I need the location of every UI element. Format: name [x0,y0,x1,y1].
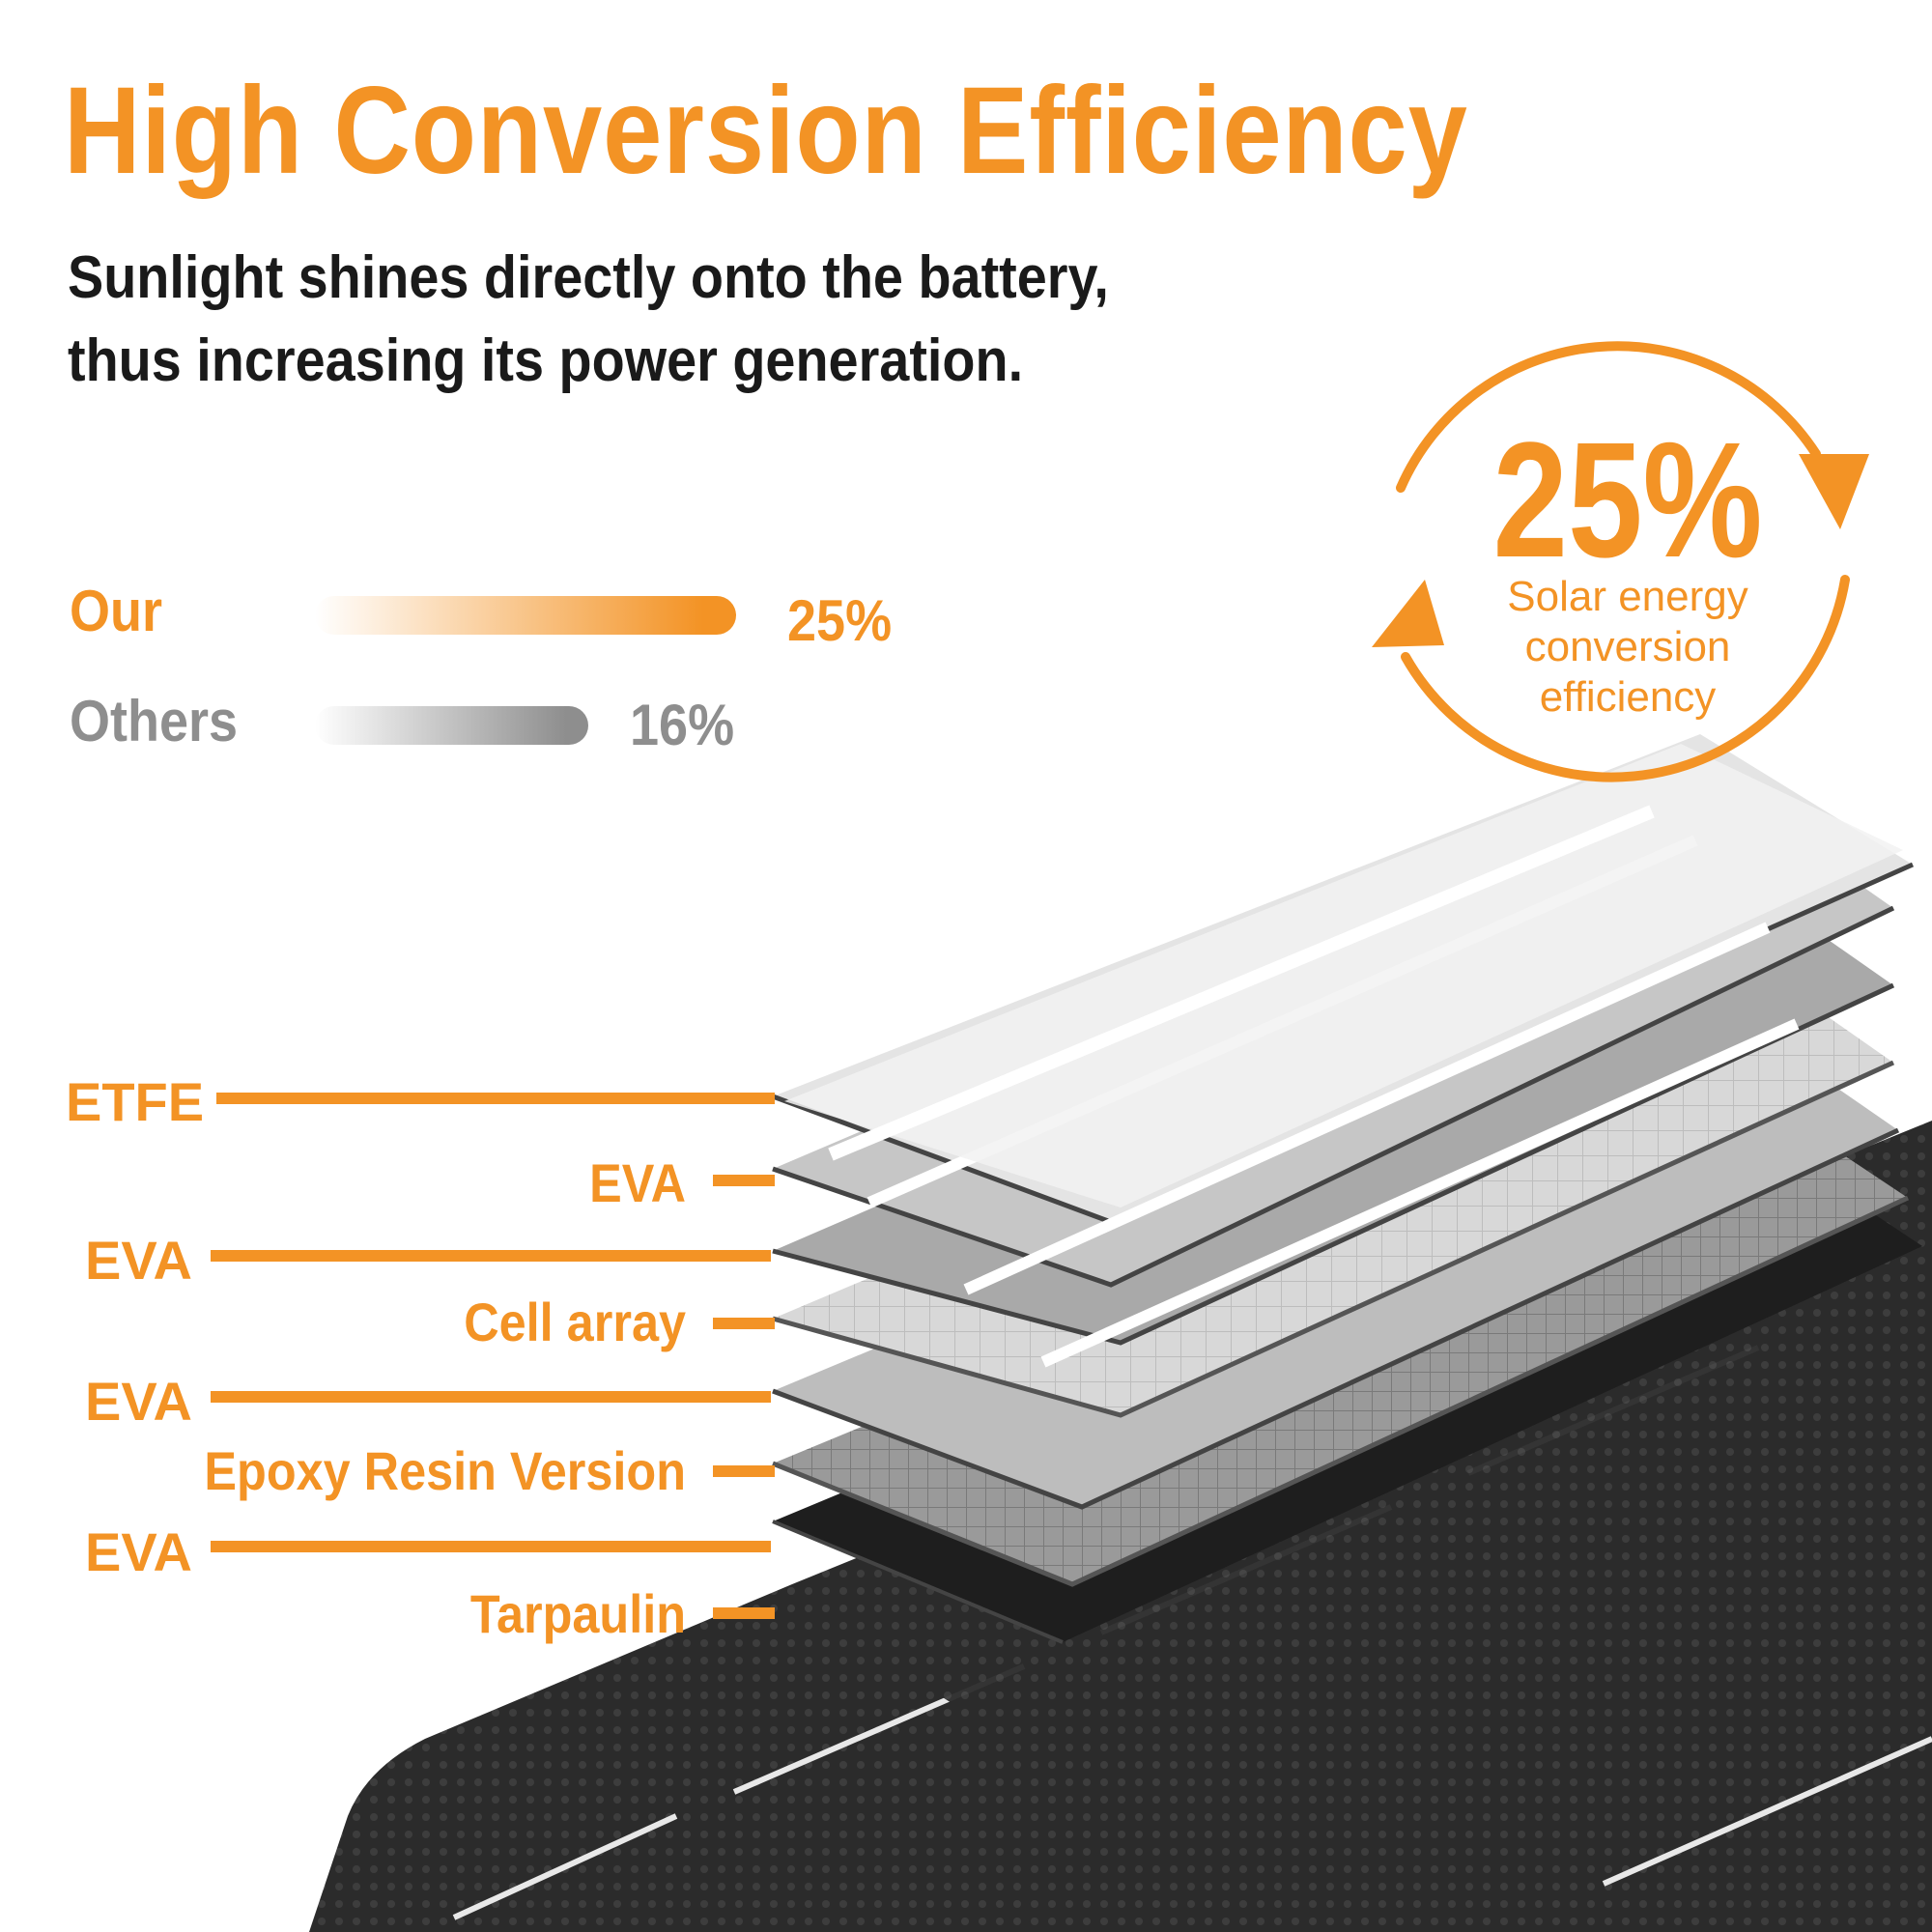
badge-value: 25% [1492,409,1763,592]
layer-label-eva-2: EVA [85,1230,192,1291]
layer-label-tarpaulin: Tarpaulin [469,1583,686,1644]
layer-label-etfe: ETFE [66,1071,205,1132]
page-title: High Conversion Efficiency [64,62,1468,200]
badge-arrowhead-right [1799,454,1869,529]
others-value: 16% [630,693,735,757]
leader-line-eva-2 [211,1250,771,1262]
badge-arrowhead-left [1372,580,1444,647]
layer-label-epoxy-resin: Epoxy Resin Version [204,1440,686,1501]
leader-line-epoxy-resin [713,1465,775,1477]
top-sheet [784,744,1903,1208]
leader-line-eva-3 [211,1391,771,1403]
our-label: Our [70,579,163,643]
others-efficiency-bar [315,706,588,745]
leader-line-eva-4 [211,1541,771,1552]
badge-arrows [1396,341,1850,782]
leader-line-tarpaulin [713,1607,775,1619]
leader-line-etfe [216,1093,775,1104]
our-efficiency-bar [315,596,736,635]
subtitle-line-1: Sunlight shines directly onto the batter… [68,244,1109,311]
leader-line-cell-array [713,1318,775,1329]
badge-caption: Solar energy conversion efficiency [1507,573,1748,721]
others-label: Others [70,689,239,753]
leader-line-eva-1 [713,1175,775,1186]
layer-label-cell-array: Cell array [464,1292,686,1352]
layer-label-eva-4: EVA [85,1521,192,1582]
subtitle-line-2: thus increasing its power generation. [68,327,1024,394]
layer-label-eva-3: EVA [85,1371,192,1432]
layer-label-eva-1: EVA [589,1152,686,1213]
our-value: 25% [787,588,893,653]
